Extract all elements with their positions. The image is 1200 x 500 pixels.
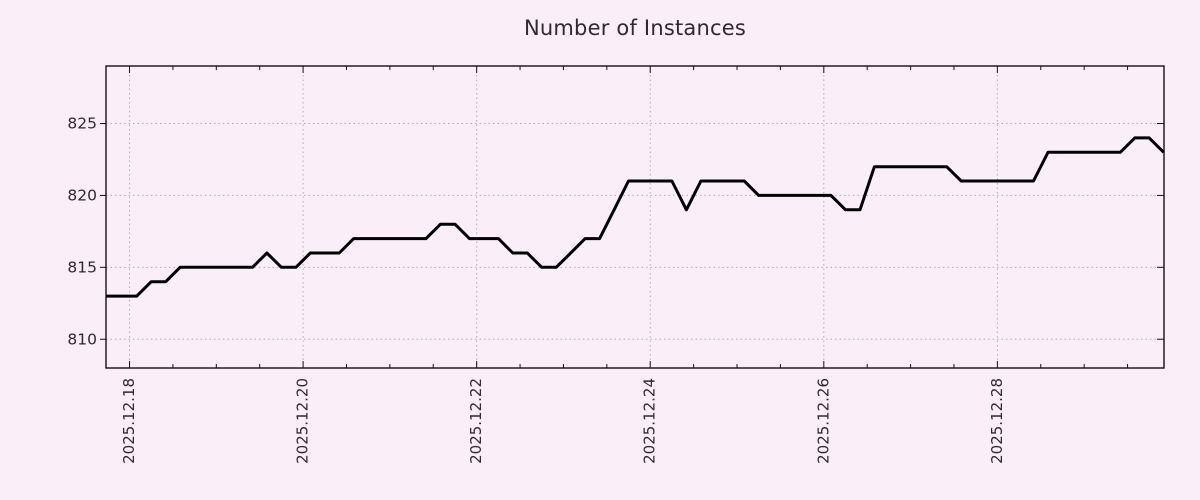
chart-title: Number of Instances — [523, 16, 746, 40]
x-tick-label: 2025.12.24 — [641, 378, 659, 464]
x-tick-label: 2025.12.20 — [294, 378, 312, 464]
y-tick-label: 810 — [67, 330, 97, 348]
y-tick-label: 825 — [67, 115, 97, 133]
x-tick-label: 2025.12.28 — [988, 378, 1006, 464]
y-tick-label: 815 — [67, 259, 97, 277]
instances-data-line — [106, 136, 1165, 298]
plot-border — [105, 65, 1165, 369]
y-tick-label: 820 — [67, 187, 97, 205]
x-tick-label: 2025.12.26 — [814, 378, 832, 464]
x-tick-label: 2025.12.22 — [467, 378, 485, 464]
x-tick-label: 2025.12.18 — [120, 378, 138, 464]
